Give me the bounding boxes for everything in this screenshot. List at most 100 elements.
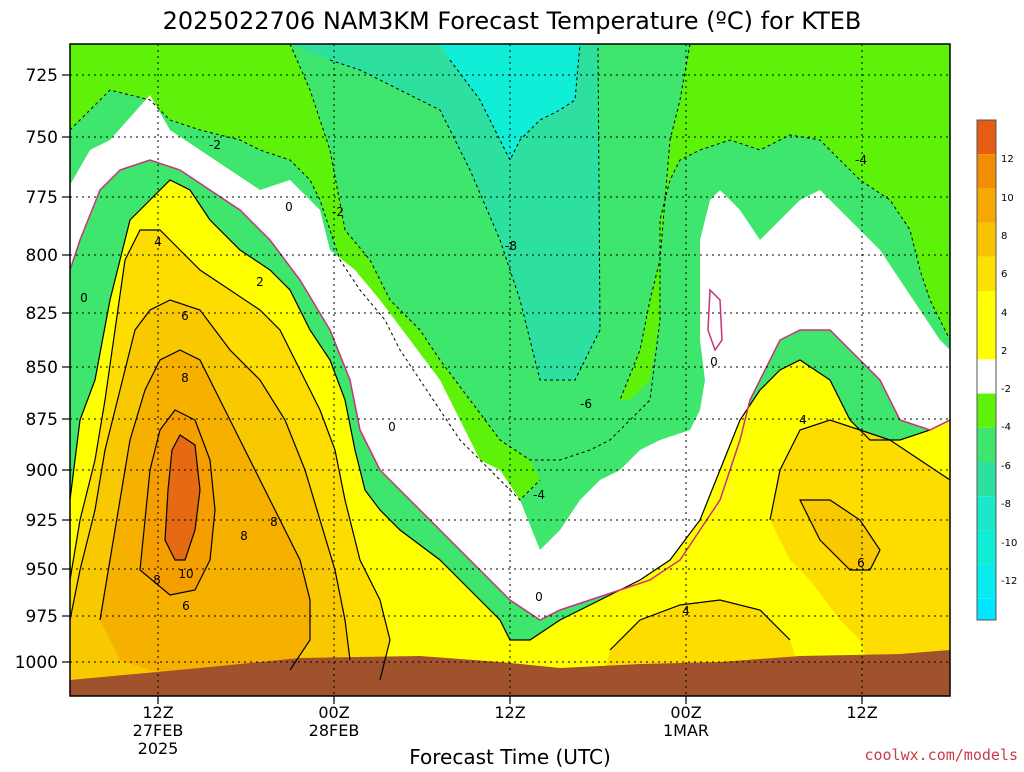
y-tick-label: 825 [26, 304, 58, 324]
y-tick-label: 875 [26, 410, 58, 430]
x-tick-label: 12Z [846, 703, 877, 722]
x-tick-labels: 12Z 27FEB 2025 00Z 28FEB 12Z 00Z 1MAR 12… [133, 703, 878, 758]
colorbar-label: 2 [1001, 346, 1007, 357]
colorbar-swatch [977, 222, 996, 257]
contour-label: -4 [533, 488, 545, 502]
colorbar-swatch [977, 120, 996, 155]
contour-label: 8 [153, 573, 161, 587]
colorbar-swatch [977, 427, 996, 462]
y-tick-label: 775 [26, 188, 58, 208]
contour-label: 6 [181, 309, 189, 323]
colorbar-swatch [977, 256, 996, 291]
contour-label: 10 [178, 567, 193, 581]
colorbar-frame [976, 119, 997, 621]
credit-link[interactable]: coolwx.com/models [864, 746, 1018, 764]
y-axis [62, 74, 70, 663]
contour-neg4-right [619, 44, 691, 401]
contour-2 [70, 179, 950, 641]
y-tick-label: 900 [26, 461, 58, 481]
colorbar-swatch [977, 291, 996, 326]
cold8-fill [440, 44, 580, 160]
colorbar-swatch [977, 325, 996, 360]
y-tick-labels: 725 750 775 800 825 850 875 900 925 950 … [15, 66, 58, 673]
colorbar-swatch [977, 359, 996, 394]
x-tick-label: 00Z [318, 703, 349, 722]
x-tick-year: 2025 [138, 739, 179, 758]
contour-label: -8 [505, 239, 517, 253]
contour-label: 8 [270, 515, 278, 529]
contour-label: 0 [285, 200, 293, 214]
warm12-fill [165, 435, 200, 560]
y-tick-label: 925 [26, 511, 58, 531]
colorbar-label: 10 [1001, 193, 1014, 204]
contour-4-right [769, 419, 950, 521]
x-tick-label: 12Z [142, 703, 173, 722]
contour-4-bottom [609, 599, 791, 651]
contour-label: 6 [182, 599, 190, 613]
colorbar-swatch [977, 598, 996, 620]
contour-12 [164, 434, 201, 561]
x-tick-date: 27FEB [133, 721, 184, 740]
contour-neg6 [329, 44, 601, 381]
contour-label: -2 [332, 205, 344, 219]
colorbar [976, 119, 997, 621]
y-tick-label: 850 [26, 358, 58, 378]
contour-label: 8 [181, 371, 189, 385]
chart-title: 2025022706 NAM3KM Forecast Temperature (… [163, 7, 862, 35]
contour-neg4 [289, 44, 950, 461]
colorbar-label: -12 [1001, 576, 1017, 587]
contour-neg8 [449, 44, 581, 162]
grid [70, 44, 950, 696]
y-tick-label: 1000 [15, 653, 58, 673]
colorbar-label: -10 [1001, 538, 1017, 549]
contour-4 [70, 229, 391, 681]
contour-label: 0 [80, 291, 88, 305]
y-tick-label: 975 [26, 607, 58, 627]
contour-label: 4 [799, 413, 807, 427]
contour-label: -4 [855, 153, 867, 167]
colorbar-label: -6 [1001, 461, 1011, 472]
contour-label: 0 [388, 420, 396, 434]
y-tick-label: 750 [26, 128, 58, 148]
contour-label: 0 [535, 590, 543, 604]
y-tick-label: 725 [26, 66, 58, 86]
contour-neg2-left [70, 89, 541, 501]
zero-isotherm-blob [707, 288, 723, 352]
contour-label: 6 [857, 556, 865, 570]
colorbar-swatch [977, 496, 996, 531]
colorbar-label: -2 [1001, 384, 1011, 395]
contour-label: 2 [256, 275, 264, 289]
colorbar-label: -4 [1001, 422, 1011, 433]
zero-isotherm [70, 159, 950, 621]
contour-labels: -2 0 -2 0 4 2 6 8 8 10 8 6 8 -8 0 -4 0 -… [80, 138, 867, 618]
colorbar-label: 12 [1001, 154, 1014, 165]
neutral-fill [70, 95, 950, 620]
colorbar-label: 6 [1001, 269, 1007, 280]
colorbar-swatch [977, 462, 996, 497]
x-tick-label: 00Z [670, 703, 701, 722]
cold2-fill-left [70, 44, 540, 500]
contour-label: 4 [682, 604, 690, 618]
x-tick-date: 1MAR [663, 721, 709, 740]
contour-label: -6 [580, 397, 592, 411]
contour-label: -2 [209, 138, 221, 152]
colorbar-swatch [977, 393, 996, 428]
x-tick-date: 28FEB [309, 721, 360, 740]
colorbar-swatch [977, 188, 996, 223]
colorbar-labels: 12 10 8 6 4 2 -2 -4 -6 -8 -10 -12 [1001, 154, 1017, 587]
contour-label: 8 [240, 529, 248, 543]
colorbar-swatch [977, 564, 996, 599]
cold2-fill-right [620, 44, 950, 400]
contour-label: 4 [154, 235, 162, 249]
colorbar-label: -8 [1001, 499, 1011, 510]
contour-label: 0 [710, 355, 718, 369]
y-tick-label: 950 [26, 560, 58, 580]
colorbar-swatch [977, 530, 996, 565]
contour-6-right [799, 499, 881, 571]
colorbar-label: 4 [1001, 308, 1007, 319]
x-tick-label: 12Z [494, 703, 525, 722]
colorbar-swatch [977, 154, 996, 189]
colorbar-label: 8 [1001, 231, 1007, 242]
y-tick-label: 800 [26, 246, 58, 266]
